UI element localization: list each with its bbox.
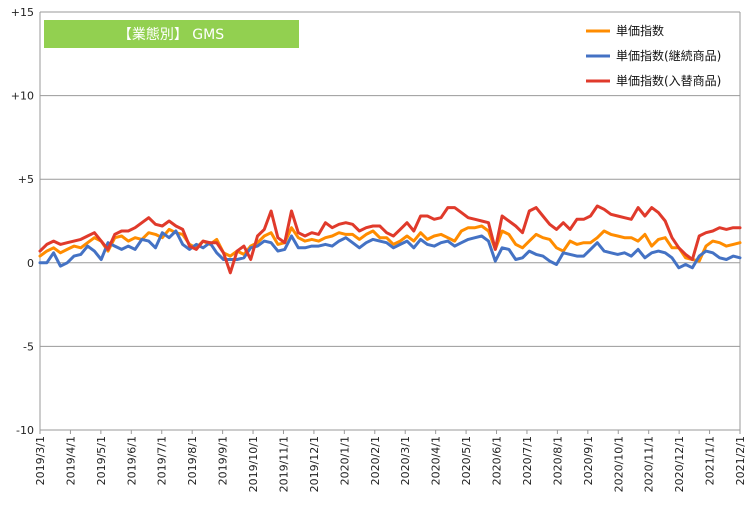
- series-line-1: [38, 229, 742, 270]
- series-line-2: [38, 204, 742, 275]
- x-tick-label: 2021/1/1: [704, 436, 717, 485]
- x-tick-label: 2020/11/1: [643, 436, 656, 492]
- x-tick-label: 2020/10/1: [612, 436, 625, 492]
- legend-label-1: 単価指数(継続商品): [616, 48, 721, 63]
- x-tick-label: 2019/4/1: [64, 436, 77, 485]
- x-tick-label: 2020/1/1: [338, 436, 351, 485]
- x-tick-label: 2019/6/1: [125, 436, 138, 485]
- chart-title: 【業態別】 GMS: [118, 27, 224, 43]
- x-tick-label: 2020/6/1: [491, 436, 504, 485]
- x-tick-label: 2019/8/1: [186, 436, 199, 485]
- x-tick-label: 2020/9/1: [582, 436, 595, 485]
- x-tick-label: 2019/10/1: [247, 436, 260, 492]
- y-tick-label: 0: [27, 257, 34, 270]
- series-line-0: [38, 224, 742, 263]
- x-tick-label: 2019/7/1: [156, 436, 169, 485]
- legend-label-0: 単価指数: [616, 23, 664, 38]
- y-tick-label: +15: [11, 6, 34, 19]
- x-tick-label: 2020/8/1: [551, 436, 564, 485]
- x-tick-label: 2020/3/1: [399, 436, 412, 485]
- y-tick-label: -10: [16, 424, 34, 437]
- x-tick-label: 2020/4/1: [430, 436, 443, 485]
- x-axis: 2019/3/1 2019/4/1 2019/5/1 2019/6/1 2019/7/1…: [34, 430, 745, 492]
- series-layer: [38, 204, 742, 275]
- x-tick-label: 2020/7/1: [521, 436, 534, 485]
- y-tick-label: +10: [11, 90, 34, 103]
- x-tick-label: 2020/5/1: [460, 436, 473, 485]
- x-tick-label: 2019/5/1: [95, 436, 108, 485]
- x-tick-label: 2019/11/1: [277, 436, 290, 492]
- y-tick-label: +5: [18, 173, 34, 186]
- legend-label-2: 単価指数(入替商品): [616, 73, 721, 88]
- title-background: [44, 20, 299, 48]
- x-tick-label: 2019/3/1: [34, 436, 47, 485]
- y-axis: +15 +10 +5 0 -5 -10: [11, 6, 34, 437]
- x-tick-label: 2021/2/1: [734, 436, 745, 485]
- x-tick-label: 2020/2/1: [369, 436, 382, 485]
- y-tick-label: -5: [23, 340, 34, 353]
- grid: [39, 11, 741, 431]
- x-tick-label: 2019/12/1: [308, 436, 321, 492]
- x-tick-label: 2019/9/1: [217, 436, 230, 485]
- x-tick-label: 2020/12/1: [673, 436, 686, 492]
- chart-title-box: 【業態別】 GMS: [44, 20, 299, 48]
